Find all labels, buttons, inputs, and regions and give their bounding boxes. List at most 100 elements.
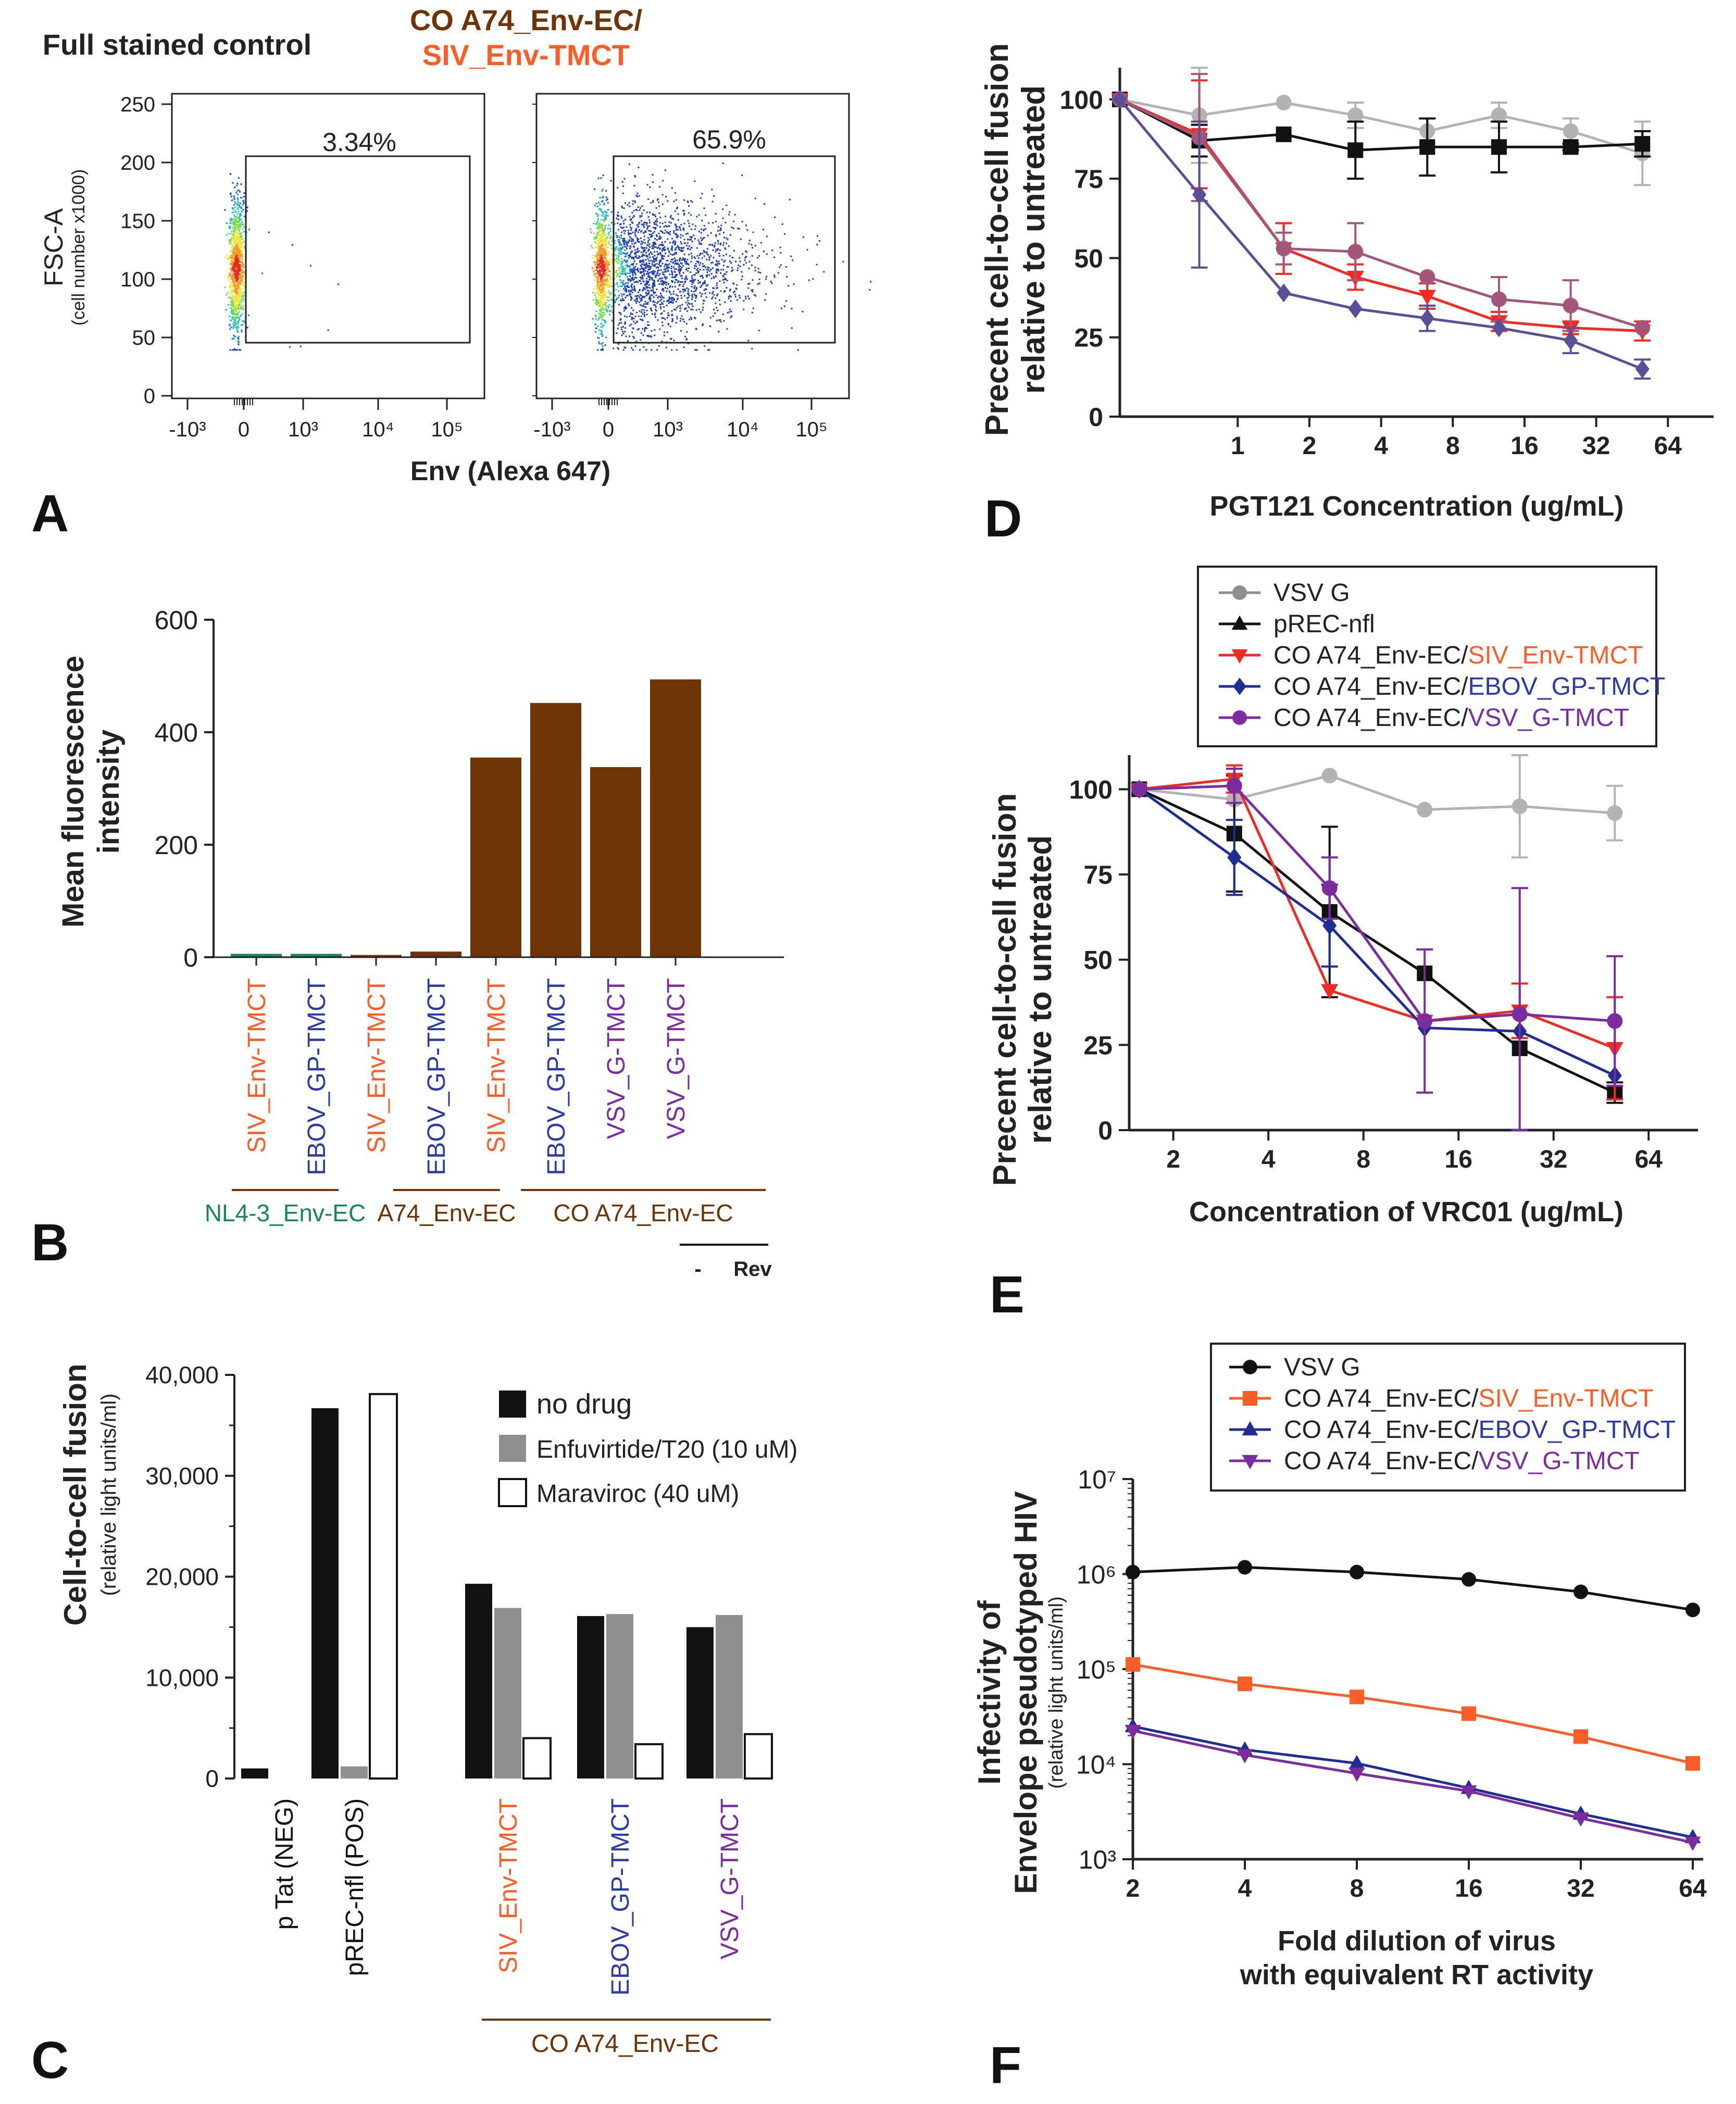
data-point	[1350, 1689, 1364, 1705]
event-dot	[694, 228, 696, 230]
event-dot	[620, 273, 622, 275]
event-dot	[666, 331, 668, 333]
event-dot	[712, 291, 714, 293]
event-dot	[232, 256, 234, 258]
legend-label: CO A74_Env-EC/SIV_Env-TMCT	[1273, 642, 1643, 669]
event-dot	[634, 345, 636, 347]
event-dot	[637, 226, 639, 228]
event-dot	[291, 244, 293, 246]
event-dot	[647, 237, 650, 239]
event-dot	[642, 242, 644, 243]
event-dot	[241, 298, 243, 300]
event-dot	[686, 278, 688, 280]
event-dot	[681, 315, 683, 317]
event-dot	[634, 299, 636, 301]
event-dot	[715, 264, 716, 266]
event-dot	[242, 256, 243, 258]
event-dot	[628, 303, 630, 305]
event-dot	[239, 238, 241, 240]
event-dot	[621, 334, 623, 336]
event-dot	[600, 281, 602, 283]
event-dot	[605, 218, 607, 220]
event-dot	[605, 249, 607, 252]
event-dot	[692, 282, 694, 283]
event-dot	[594, 292, 596, 294]
bar	[494, 1608, 521, 1779]
bar	[606, 1614, 633, 1779]
event-dot	[628, 291, 630, 293]
event-dot	[235, 304, 237, 306]
event-dot	[646, 247, 647, 249]
event-dot	[628, 255, 630, 257]
event-dot	[638, 328, 640, 330]
event-dot	[717, 230, 719, 232]
event-dot	[711, 267, 714, 269]
event-dot	[728, 296, 730, 298]
event-dot	[667, 283, 669, 285]
event-dot	[238, 294, 240, 296]
event-dot	[601, 270, 603, 272]
event-dot	[681, 251, 683, 253]
event-dot	[635, 235, 637, 237]
event-dot	[652, 283, 654, 285]
event-dot	[719, 299, 720, 301]
series-line	[1119, 98, 1643, 152]
x-tick-label: 8	[1446, 432, 1460, 460]
event-dot	[615, 260, 617, 262]
event-dot	[726, 271, 728, 273]
event-dot	[232, 300, 234, 303]
event-dot	[654, 281, 655, 283]
event-dot	[648, 233, 651, 235]
event-dot	[623, 299, 625, 302]
event-dot	[621, 247, 623, 249]
event-dot	[626, 248, 628, 250]
event-dot	[640, 294, 642, 296]
event-dot	[240, 277, 241, 279]
event-dot	[603, 244, 605, 246]
event-dot	[649, 268, 651, 270]
event-dot	[684, 281, 686, 283]
event-dot	[722, 162, 724, 164]
event-dot	[659, 306, 661, 308]
event-dot	[640, 319, 642, 320]
event-dot	[645, 267, 647, 269]
event-dot	[239, 279, 241, 281]
event-dot	[601, 232, 603, 234]
event-dot	[229, 296, 231, 298]
event-dot	[239, 191, 241, 193]
event-dot	[240, 315, 242, 317]
event-dot	[682, 265, 684, 267]
event-dot	[619, 251, 621, 253]
event-dot	[238, 177, 240, 179]
event-dot	[655, 275, 657, 278]
event-dot	[781, 307, 782, 309]
event-dot	[602, 315, 603, 317]
event-dot	[595, 299, 597, 302]
event-dot	[747, 287, 750, 289]
event-dot	[650, 297, 652, 299]
event-dot	[604, 344, 606, 346]
event-dot	[607, 209, 609, 211]
event-dot	[661, 280, 663, 282]
event-dot	[231, 265, 233, 267]
event-dot	[752, 307, 754, 309]
event-dot	[645, 262, 647, 264]
event-dot	[621, 297, 623, 299]
event-dot	[614, 283, 616, 285]
event-dot	[645, 259, 647, 261]
event-dot	[639, 271, 641, 273]
x-tick-label: 2	[1166, 1146, 1180, 1173]
event-dot	[666, 305, 668, 306]
event-dot	[629, 266, 631, 268]
event-dot	[620, 237, 622, 239]
event-dot	[700, 275, 702, 278]
event-dot	[644, 330, 646, 332]
event-dot	[233, 262, 235, 265]
event-dot	[634, 266, 636, 268]
event-dot	[656, 349, 658, 351]
event-dot	[664, 169, 666, 171]
event-dot	[227, 258, 229, 260]
event-dot	[243, 271, 245, 273]
event-dot	[631, 221, 633, 223]
event-dot	[652, 213, 654, 215]
